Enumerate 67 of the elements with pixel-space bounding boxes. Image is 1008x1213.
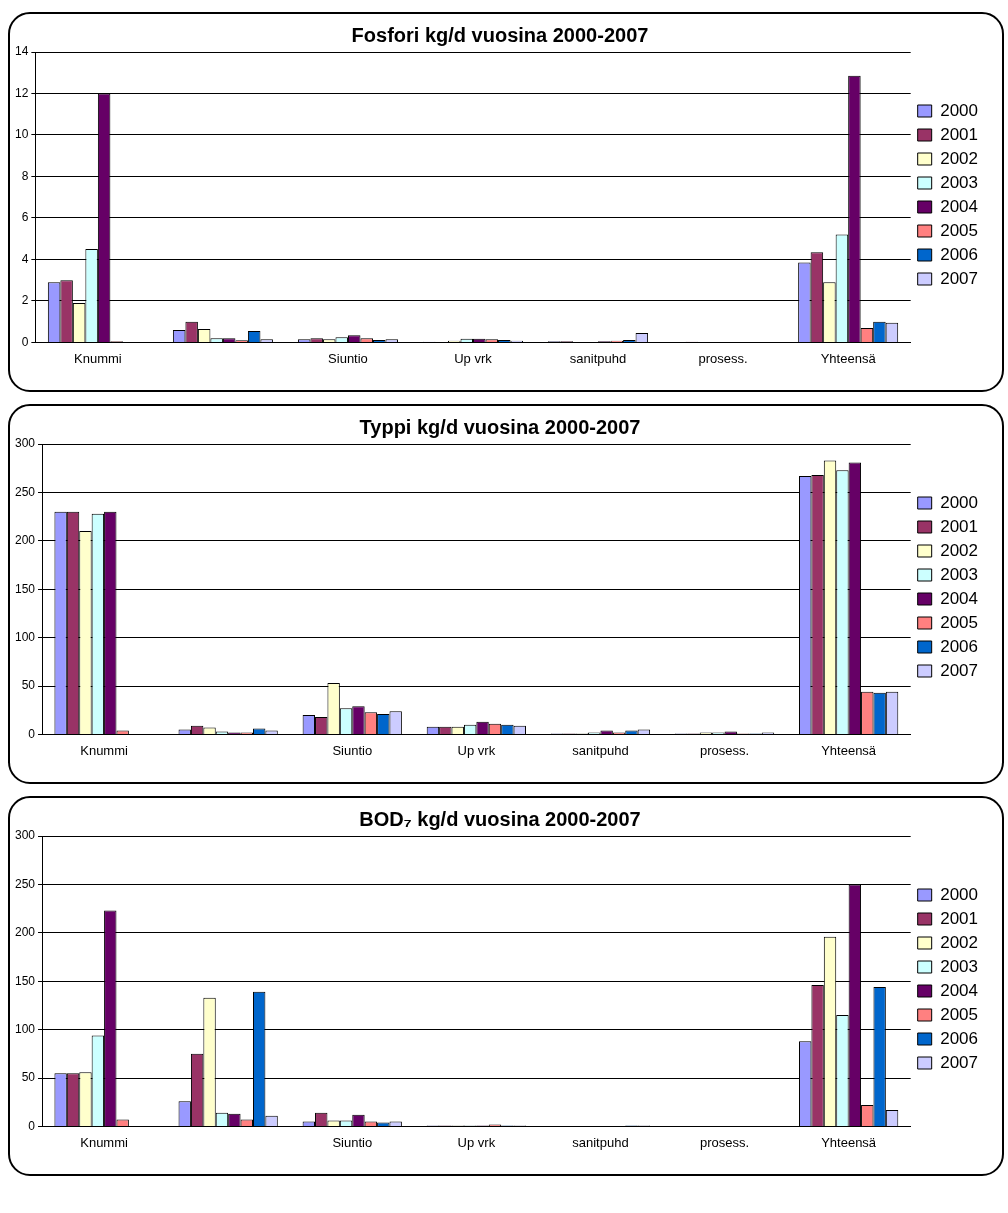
y-tick-label: 4 — [21, 251, 29, 266]
y-tick-label: 8 — [21, 168, 29, 183]
y-tick-label: 10 — [14, 127, 29, 142]
x-tick-label: Yhteensä — [820, 350, 877, 366]
x-tick-label: Knummi — [74, 350, 122, 366]
legend-label: 2001 — [940, 908, 979, 928]
legend-label: 2000 — [940, 884, 979, 904]
y-tick-label: 50 — [21, 678, 36, 693]
legend-label: 2003 — [940, 172, 979, 192]
y-tick-label: 200 — [14, 533, 36, 548]
y-tick-label: 300 — [14, 828, 36, 843]
y-tick-label: 12 — [14, 85, 29, 100]
y-tick-label: 150 — [14, 973, 36, 988]
legend-label: 2005 — [940, 220, 979, 240]
y-tick-label: 0 — [28, 1118, 36, 1133]
legend-label: 2006 — [940, 636, 979, 656]
legend-label: 2004 — [940, 196, 979, 216]
y-tick-label: 6 — [21, 210, 29, 225]
legend-label: 2000 — [940, 100, 979, 120]
legend-label: 2002 — [940, 932, 979, 952]
y-tick-label: 300 — [14, 436, 36, 451]
x-tick-label: prosess. — [698, 350, 748, 366]
y-tick-label: 2 — [21, 293, 29, 308]
x-tick-label: Yhteensä — [821, 742, 877, 758]
x-tick-label: Siuntio — [328, 350, 368, 366]
legend-label: 2000 — [940, 492, 979, 512]
x-tick-label: Up vrk — [454, 350, 493, 366]
y-tick-label: 0 — [28, 726, 36, 741]
x-tick-label: Up vrk — [457, 1134, 496, 1150]
legend-label: 2007 — [940, 660, 979, 680]
x-tick-label: Up vrk — [457, 742, 496, 758]
x-tick-label: Knummi — [80, 1134, 129, 1150]
x-tick-label: Knummi — [80, 742, 129, 758]
legend-label: 2001 — [940, 124, 979, 144]
y-tick-label: 150 — [14, 581, 36, 596]
legend-label: 2002 — [940, 148, 979, 168]
legend-label: 2007 — [940, 268, 979, 288]
legend-label: 2007 — [940, 1052, 979, 1072]
x-tick-label: Siuntio — [332, 1134, 373, 1150]
y-tick-label: 200 — [14, 925, 36, 940]
x-tick-label: sanitpuhd — [572, 742, 629, 758]
legend-label: 2006 — [940, 244, 979, 264]
x-tick-label: prosess. — [699, 742, 750, 758]
legend-label: 2006 — [940, 1028, 979, 1048]
legend-label: 2003 — [940, 564, 979, 584]
legend-label: 2001 — [940, 516, 979, 536]
legend-label: 2005 — [940, 612, 979, 632]
x-tick-label: prosess. — [699, 1134, 750, 1150]
chart-title: Fosfori kg/d vuosina 2000-2007 — [351, 23, 649, 46]
y-tick-label: 14 — [14, 44, 29, 59]
y-tick-label: 50 — [21, 1070, 36, 1085]
y-tick-label: 250 — [14, 876, 36, 891]
y-tick-label: 100 — [14, 1021, 36, 1036]
legend-label: 2002 — [940, 540, 979, 560]
legend-label: 2003 — [940, 956, 979, 976]
legend-label: 2005 — [940, 1004, 979, 1024]
legend-label: 2004 — [940, 980, 979, 1000]
x-tick-label: Siuntio — [332, 742, 373, 758]
chart-title: BOD₇ kg/d vuosina 2000-2007 — [359, 807, 641, 830]
x-tick-label: Yhteensä — [821, 1134, 877, 1150]
y-tick-label: 250 — [14, 484, 36, 499]
y-tick-label: 100 — [14, 629, 36, 644]
legend-label: 2004 — [940, 588, 979, 608]
chart-title: Typpi kg/d vuosina 2000-2007 — [359, 415, 641, 438]
y-tick-label: 0 — [21, 334, 29, 349]
x-tick-label: sanitpuhd — [572, 1134, 629, 1150]
x-tick-label: sanitpuhd — [569, 350, 627, 366]
